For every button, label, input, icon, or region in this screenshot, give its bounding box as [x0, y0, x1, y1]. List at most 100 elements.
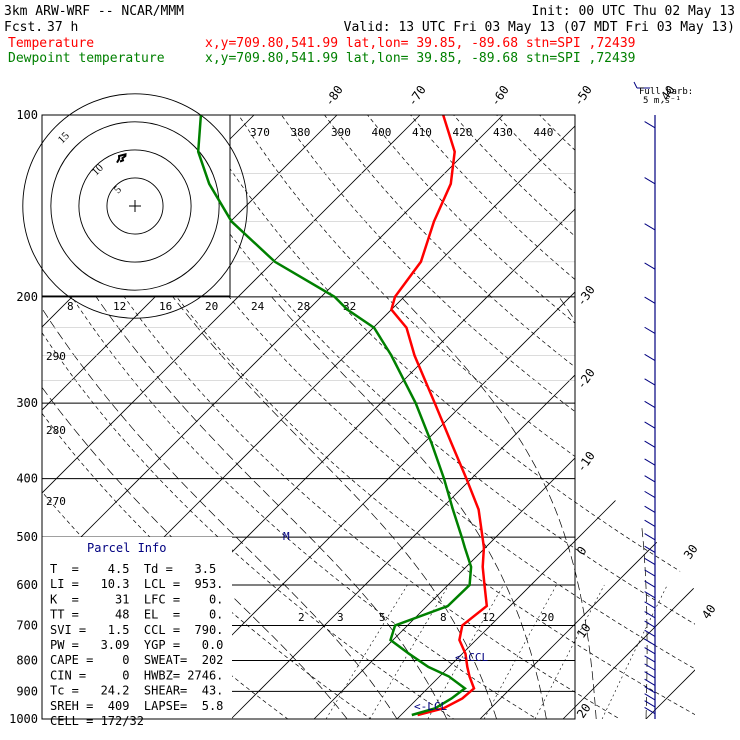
mixing-ratio-line — [427, 584, 504, 719]
theta-label: 380 — [291, 126, 311, 139]
wind-barb — [644, 557, 656, 565]
wind-barb — [644, 545, 656, 553]
pressure-tick-label: 400 — [16, 472, 38, 486]
wind-barb — [644, 440, 656, 448]
wind-barb — [644, 671, 656, 679]
isotherm — [0, 115, 5, 719]
parcel-info-row: CAPE = 0 SWEAT= 202 — [50, 653, 223, 667]
speed-axis-label: 16 — [159, 300, 172, 313]
mixing-ratio-label: 2 — [298, 611, 305, 624]
isotherm — [42, 115, 338, 719]
dry-adiabat — [324, 115, 695, 719]
dry-adiabat-label: 290 — [46, 350, 66, 363]
speed-axis-label: 24 — [251, 300, 265, 313]
wind-barb — [644, 569, 656, 577]
wind-barb — [644, 533, 656, 541]
wind-barb — [644, 223, 656, 231]
speed-axis-label: 28 — [297, 300, 310, 313]
theta-label: 400 — [372, 126, 392, 139]
dry-adiabat — [539, 115, 695, 719]
isotherm-label: -70 — [405, 83, 429, 109]
mixing-ratio-line — [325, 584, 408, 719]
pressure-tick-label: 1000 — [9, 712, 38, 726]
isotherm-label: 20 — [574, 701, 594, 721]
dewpoint-profile — [196, 115, 473, 717]
theta-label: 410 — [412, 126, 432, 139]
isotherm — [645, 115, 695, 719]
theta-label: 390 — [331, 126, 351, 139]
wind-legend-line2: 5 m s⁻¹ — [643, 96, 681, 106]
mixing-ratio-line — [369, 584, 450, 719]
wind-barb — [644, 601, 656, 609]
dewpoint-location: x,y=709.80,541.99 lat,lon= 39.85, -89.68… — [205, 51, 635, 66]
parcel-info-row: SVI = 1.5 CCL = 790. — [50, 623, 223, 637]
isotherm — [42, 115, 421, 719]
wind-barb — [644, 177, 656, 185]
header: 3km ARW-WRF -- NCAR/MMM Init: 00 UTC Thu… — [4, 4, 735, 66]
speed-axis-label: 8 — [67, 300, 74, 313]
wind-legend-line1: Full barb: — [639, 87, 693, 97]
pressure-tick-label: 300 — [16, 396, 38, 410]
lcl-marker: <-LCL — [414, 700, 447, 713]
model-title: 3km ARW-WRF -- NCAR/MMM — [4, 4, 184, 19]
dry-adiabat — [42, 115, 643, 719]
parcel-info-row: CIN = 0 HWBZ= 2746. — [50, 668, 223, 682]
wind-barb — [644, 591, 656, 599]
dry-adiabat — [238, 115, 695, 719]
wind-barb — [644, 475, 656, 483]
wind-barb — [644, 296, 656, 304]
ccl-marker: <-CCL — [455, 651, 488, 664]
wind-barb — [644, 620, 656, 628]
parcel-info-row: CELL = 172/32 — [50, 714, 144, 728]
temperature-profile — [390, 115, 489, 717]
dry-adiabat — [152, 115, 695, 719]
wind-barbs — [644, 115, 656, 719]
hodograph-ring — [22, 93, 248, 319]
plot-frame — [41, 114, 576, 720]
dry-adiabat — [582, 115, 695, 719]
hodograph-ring — [78, 149, 192, 263]
wind-barb — [644, 686, 656, 694]
pressure-tick-label: 100 — [16, 108, 38, 122]
profile-lines — [196, 115, 489, 717]
init-time: Init: 00 UTC Thu 02 May 13 — [532, 4, 736, 19]
parcel-info-box: Parcel Info T = 4.5 Td = 3.5LI = 10.3 LC… — [42, 537, 232, 728]
moist-adiabat — [400, 296, 597, 719]
speed-axis-label: 12 — [113, 300, 126, 313]
pressure-tick-label: 900 — [16, 684, 38, 698]
wind-barb — [644, 647, 656, 655]
isotherm — [479, 115, 695, 719]
wind-barb — [644, 629, 656, 637]
temperature-legend: Temperature — [8, 36, 94, 51]
wind-barb — [644, 655, 656, 663]
annotations: <-CCL <-LCL M — [283, 530, 488, 713]
wind-barb — [644, 353, 656, 361]
pressure-tick-label: 500 — [16, 530, 38, 544]
isotherm-label: 0 — [574, 544, 590, 558]
hodograph-trace — [116, 152, 127, 164]
mixing-ratio-label: 8 — [440, 611, 447, 624]
moist-adiabat — [558, 296, 648, 719]
wind-barb — [644, 700, 656, 708]
dry-adiabat — [668, 115, 695, 719]
wind-barb — [644, 707, 656, 715]
hodograph-ring — [106, 177, 164, 235]
isotherm — [42, 115, 504, 719]
parcel-info-row: Tc = 24.2 SHEAR= 43. — [50, 684, 223, 698]
wind-barb — [644, 121, 656, 129]
pressure-tick-label: 200 — [16, 290, 38, 304]
pressure-tick-label: 800 — [16, 653, 38, 667]
isotherm-label: -50 — [571, 83, 595, 109]
isotherm-label: -20 — [574, 366, 598, 392]
pressure-tick-label: 600 — [16, 578, 38, 592]
mixing-ratio-line — [483, 584, 557, 719]
dry-adiabat-label: 270 — [46, 495, 66, 508]
valid-time: Valid: 13 UTC Fri 03 May 13 (07 MDT Fri … — [344, 20, 735, 35]
isotherm — [396, 115, 695, 719]
mixing-ratio-label: 5 — [379, 611, 386, 624]
isotherm — [147, 115, 695, 719]
dry-adiabat — [195, 115, 695, 719]
forecast-hour: 37 h — [47, 20, 78, 35]
wind-barb — [644, 638, 656, 646]
